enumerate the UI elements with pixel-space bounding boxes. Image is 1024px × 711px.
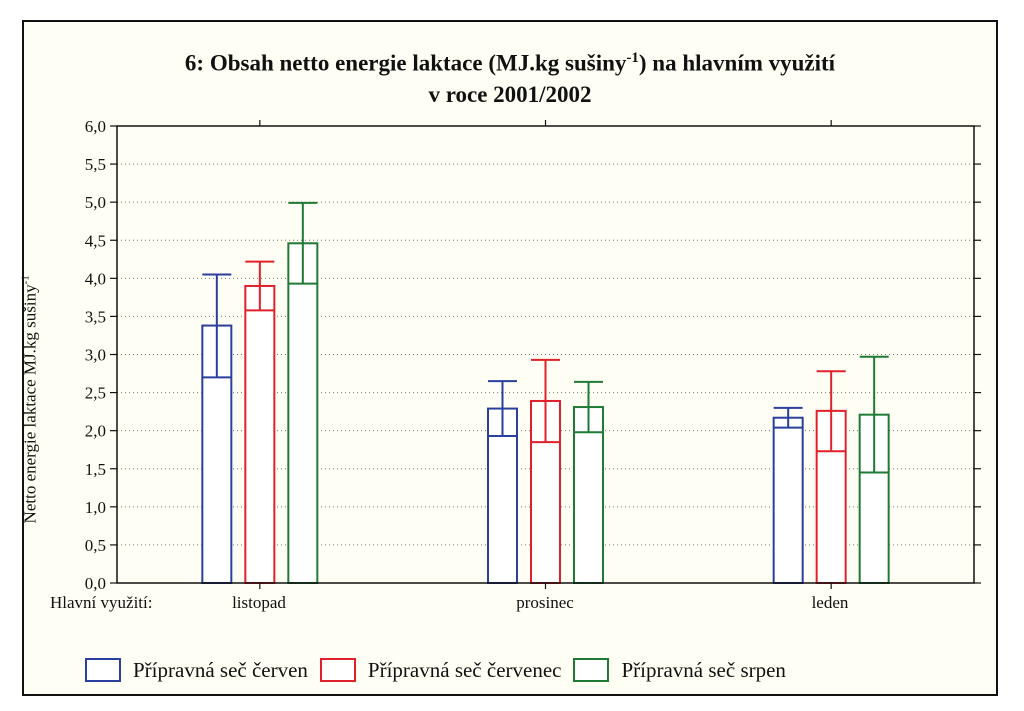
y-tick-label: 1,5 — [85, 460, 106, 479]
y-tick-label: 5,0 — [85, 193, 106, 212]
y-tick-label: 4,0 — [85, 269, 106, 288]
legend-item: Přípravná seč červen — [85, 658, 308, 683]
legend-swatch — [573, 658, 610, 682]
axis-ticks: 0,0 0,5 1,0 1,5 2,0 2,5 3,0 3,5 4,0 4,5 5,0 5,5 6,0 — [85, 117, 981, 593]
category-label: listopad — [232, 593, 286, 612]
legend-item: Přípravná seč srpen — [573, 657, 786, 683]
y-tick-label: 3,0 — [85, 346, 106, 365]
legend-swatch — [85, 658, 121, 682]
y-tick-label: 1,0 — [85, 498, 106, 517]
y-tick-label: 5,5 — [85, 155, 106, 174]
legend-item: Přípravná seč červenec — [319, 657, 562, 683]
legend: Přípravná seč červen Přípravná seč červe… — [85, 655, 798, 685]
legend-label: Přípravná seč srpen — [621, 657, 786, 682]
bar — [244, 284, 276, 584]
bar — [772, 416, 804, 584]
y-tick-label: 2,0 — [85, 422, 106, 441]
legend-label: Přípravná seč červenec — [367, 657, 562, 682]
y-tick-label: 6,0 — [85, 117, 106, 136]
y-tick-label: 3,5 — [85, 307, 106, 326]
x-axis-prefix-label: Hlavní využití: — [50, 593, 153, 612]
y-tick-label: 4,5 — [85, 231, 106, 250]
y-tick-label: 2,5 — [85, 384, 106, 403]
category-label: leden — [811, 593, 849, 612]
y-tick-label: 0,5 — [85, 536, 106, 555]
legend-swatch — [319, 658, 356, 682]
chart-title-line2: v roce 2001/2002 — [428, 82, 592, 107]
category-label: prosinec — [516, 593, 574, 612]
legend-label: Přípravná seč červen — [133, 657, 308, 682]
y-axis-label: Netto energie laktace MJ.kg sušiny-1 — [19, 275, 40, 524]
bar — [287, 242, 319, 584]
bar — [573, 406, 604, 584]
y-tick-label: 0,0 — [85, 574, 106, 593]
chart-title-line1: 6: Obsah netto energie laktace (MJ.kg su… — [184, 50, 836, 76]
